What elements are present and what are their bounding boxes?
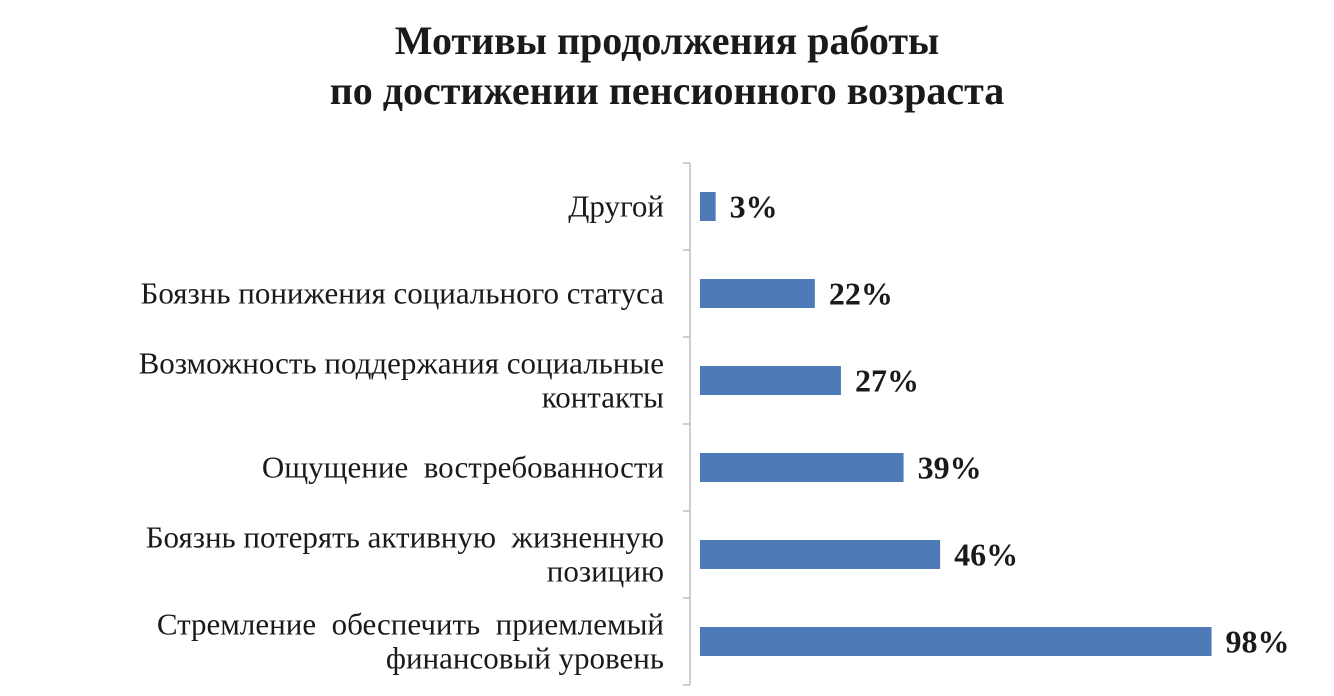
- category-label: Ощущение востребованности: [262, 450, 664, 485]
- category-label: Другой: [568, 189, 664, 224]
- value-label: 22%: [829, 276, 893, 312]
- category-label: Боязнь понижения социального статуса: [141, 276, 665, 311]
- value-label: 3%: [730, 189, 778, 225]
- category-label: контакты: [542, 380, 664, 415]
- bar: [700, 540, 941, 569]
- value-label: 46%: [954, 537, 1018, 573]
- axis-layer: [683, 162, 691, 686]
- chart-title: Мотивы продолжения работы по достижении …: [0, 16, 1334, 116]
- category-label: Стремление обеспечить приемлемый: [157, 607, 664, 642]
- chart-title-line-1: Мотивы продолжения работы: [394, 18, 940, 63]
- bar-layer: [700, 192, 1212, 656]
- value-label: 39%: [918, 450, 982, 486]
- category-label: позицию: [547, 554, 664, 589]
- bar: [700, 192, 716, 221]
- value-label: 27%: [855, 363, 919, 399]
- bar: [700, 453, 904, 482]
- category-label: финансовый уровень: [386, 641, 664, 676]
- bar: [700, 279, 815, 308]
- chart-title-line-2: по достижении пенсионного возраста: [329, 68, 1005, 113]
- value-label: 98%: [1226, 624, 1290, 660]
- bar: [700, 627, 1212, 656]
- category-label: Возможность поддержания социальные: [139, 346, 664, 381]
- label-layer: 3% Другой 22% Боязнь понижения социального …: [139, 189, 1290, 676]
- category-label: Боязнь потерять активную жизненную: [146, 520, 664, 555]
- bar: [700, 366, 841, 395]
